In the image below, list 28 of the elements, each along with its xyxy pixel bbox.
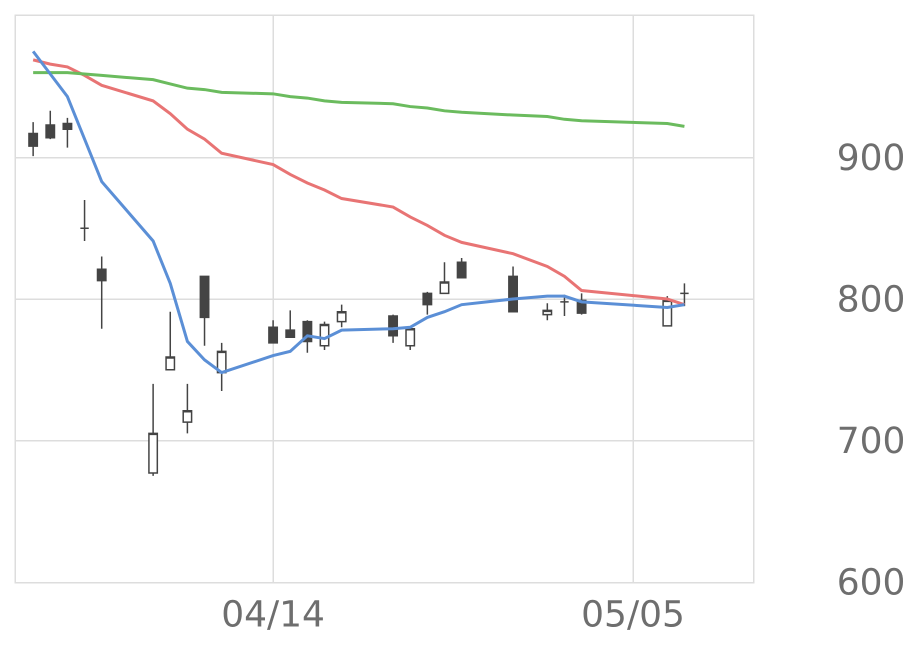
candlestick xyxy=(679,282,690,307)
candlestick xyxy=(45,110,56,140)
candlestick xyxy=(336,304,347,328)
candlestick xyxy=(508,266,518,312)
candlestick xyxy=(456,257,467,279)
y-tick-label: 600 xyxy=(836,562,906,604)
y-tick-label: 900 xyxy=(836,138,906,180)
candlestick xyxy=(422,291,432,316)
y-tick-label: 700 xyxy=(836,421,906,462)
candlestick xyxy=(62,117,72,148)
line-series xyxy=(32,71,686,128)
x-tick-label: 05/05 xyxy=(581,594,685,636)
y-tick-label: 800 xyxy=(836,280,906,321)
candlestick xyxy=(96,256,107,330)
candlestick xyxy=(148,383,158,477)
candlestick xyxy=(285,310,296,338)
candlestick xyxy=(440,261,450,294)
x-tick-label: 04/14 xyxy=(221,594,325,636)
line-series xyxy=(32,58,686,306)
candlestick xyxy=(268,319,278,344)
candlestick xyxy=(542,302,552,321)
candlestick xyxy=(80,199,90,242)
candlestick xyxy=(165,310,176,370)
candlestick xyxy=(405,326,416,351)
candlestick xyxy=(28,121,38,157)
candlestick xyxy=(182,383,192,434)
candlestick xyxy=(200,276,210,346)
line-series xyxy=(32,50,686,374)
